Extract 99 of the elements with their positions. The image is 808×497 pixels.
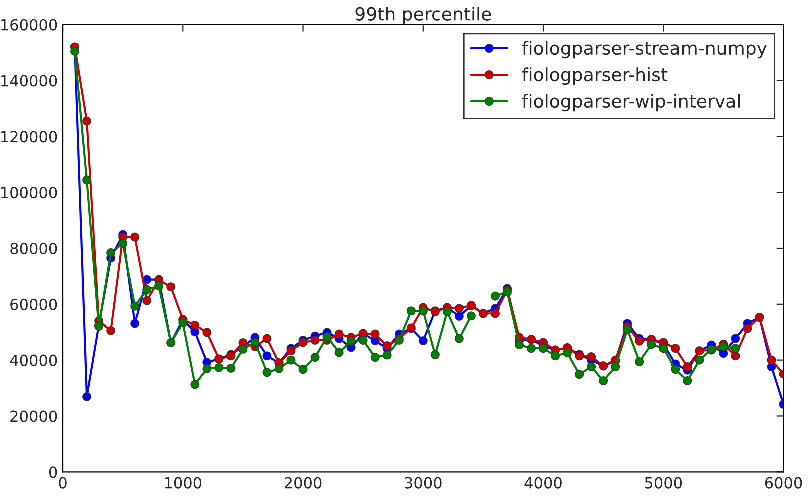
point — [130, 319, 140, 328]
point — [719, 342, 728, 352]
point — [262, 368, 272, 378]
legend-label: fiologparser-stream-numpy — [522, 41, 767, 59]
point — [671, 365, 680, 374]
point — [454, 312, 464, 321]
point — [262, 334, 272, 344]
point — [166, 282, 176, 292]
y-tick-label: 40000 — [10, 354, 58, 366]
point — [298, 338, 308, 348]
point — [526, 344, 536, 354]
point — [238, 344, 248, 354]
point — [106, 326, 116, 336]
legend-label: fiologparser-hist — [522, 68, 668, 86]
point — [454, 304, 464, 314]
point — [587, 352, 596, 362]
point — [659, 344, 668, 354]
point — [274, 364, 284, 374]
point — [370, 330, 380, 339]
point — [695, 356, 704, 365]
point — [551, 352, 560, 361]
point — [430, 350, 440, 360]
point — [743, 324, 752, 334]
point — [106, 248, 116, 258]
y-tick-label: 80000 — [10, 242, 58, 255]
point — [490, 309, 500, 318]
y-tick-label: 120000 — [2, 131, 58, 143]
point — [202, 328, 212, 338]
point — [346, 336, 356, 346]
point — [683, 376, 692, 386]
x-tick-label: 1000 — [165, 477, 202, 489]
point — [286, 346, 296, 356]
point — [154, 282, 164, 291]
point — [418, 336, 428, 346]
point — [539, 344, 548, 354]
point — [142, 296, 152, 306]
point — [142, 285, 152, 294]
x-tick-label: 0 — [59, 477, 67, 489]
point — [490, 292, 500, 301]
point — [563, 348, 572, 358]
point — [442, 307, 452, 316]
point — [635, 357, 644, 367]
point — [202, 364, 212, 374]
y-tick-label: 160000 — [2, 19, 58, 31]
point — [310, 353, 320, 362]
point — [731, 352, 740, 361]
point — [671, 344, 680, 354]
point — [70, 46, 80, 56]
point — [226, 364, 236, 373]
point — [514, 340, 524, 350]
point — [731, 344, 740, 354]
point — [310, 336, 320, 345]
point — [298, 365, 308, 374]
point — [731, 334, 740, 344]
point — [82, 392, 92, 402]
y-tick-label: 60000 — [10, 298, 58, 310]
point — [418, 306, 428, 316]
point — [286, 356, 296, 365]
x-tick-label: 3000 — [405, 477, 442, 489]
point — [382, 350, 392, 360]
point — [575, 370, 584, 380]
point — [178, 318, 188, 328]
point — [454, 334, 464, 344]
point — [250, 338, 260, 348]
point — [635, 336, 644, 346]
point — [683, 362, 692, 372]
point — [767, 356, 776, 365]
point — [623, 325, 632, 334]
point — [190, 380, 200, 390]
legend-label: fiologparser-wip-interval — [522, 94, 740, 112]
point — [406, 306, 416, 316]
point — [334, 330, 344, 339]
point — [370, 353, 380, 362]
x-tick-label: 4000 — [524, 477, 562, 489]
point — [130, 232, 140, 242]
chart-title: 99th percentile — [356, 6, 492, 24]
point — [587, 362, 596, 372]
point — [190, 320, 200, 330]
x-tick-label: 2000 — [284, 477, 322, 489]
y-tick-label: 100000 — [2, 187, 58, 199]
point — [647, 340, 656, 350]
x-tick-label: 5000 — [645, 477, 682, 489]
point — [466, 312, 476, 321]
point — [118, 239, 128, 248]
point — [334, 348, 344, 358]
point — [82, 116, 92, 126]
point — [82, 176, 92, 185]
point — [382, 342, 392, 351]
point — [358, 336, 368, 345]
point — [130, 302, 140, 311]
y-tick-label: 20000 — [10, 410, 58, 422]
y-tick-label: 0 — [49, 466, 58, 478]
y-tick-label: 140000 — [2, 75, 58, 87]
x-tick-label: 6000 — [765, 477, 802, 489]
point — [599, 376, 608, 386]
point — [322, 332, 332, 342]
point — [262, 352, 272, 361]
point — [611, 362, 620, 372]
point — [214, 363, 224, 372]
